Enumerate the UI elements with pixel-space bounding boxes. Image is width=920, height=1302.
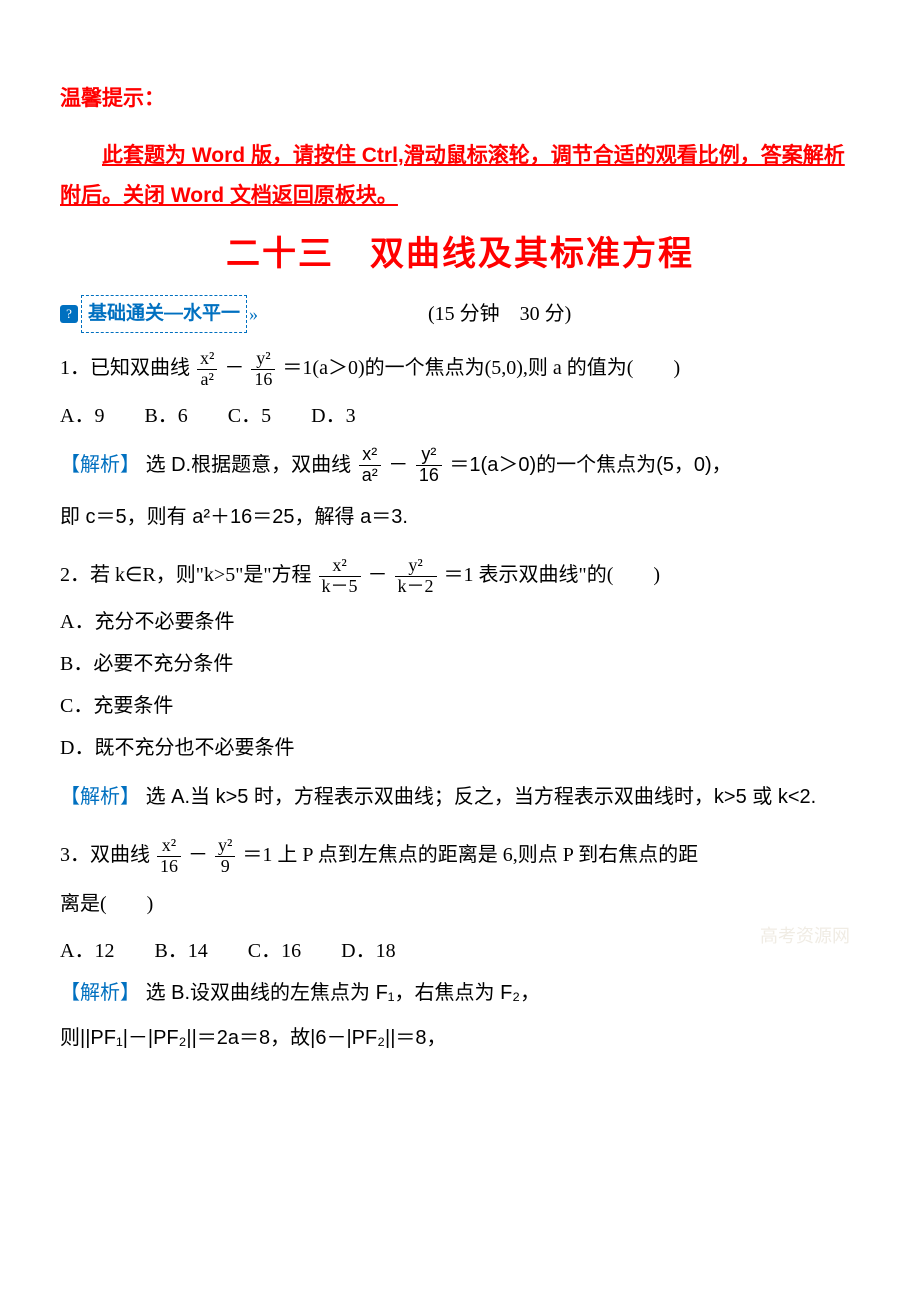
q1-analysis: 【解析】 选 D.根据题意，双曲线 x² a² － y² 16 ＝1(a＞0)的… xyxy=(60,442,860,488)
question-1: 1．已知双曲线 x² a² － y² 16 ＝1(a＞0)的一个焦点为(5,0)… xyxy=(60,347,860,390)
q1-analysis-mid: ＝1(a＞0)的一个焦点为(5，0)， xyxy=(449,454,731,476)
q3-analysis-body1: 选 B.设双曲线的左焦点为 F₁，右焦点为 F₂， xyxy=(146,982,541,1004)
chevron-icon: » xyxy=(249,298,258,330)
analysis-label: 【解析】 xyxy=(60,982,140,1004)
minus-sign: － xyxy=(224,357,244,379)
badge-question-icon: ? xyxy=(60,305,78,323)
frac-num: x² xyxy=(197,349,217,370)
q1-analysis-line2: 即 c＝5，则有 a²＋16＝25，解得 a＝3. xyxy=(60,494,860,540)
q3-analysis-line1: 【解析】 选 B.设双曲线的左焦点为 F₁，右焦点为 F₂， xyxy=(60,977,860,1009)
frac-num: y² xyxy=(395,556,437,577)
q1-frac1: x² a² xyxy=(197,349,217,390)
q1-stem-post: ＝1(a＞0)的一个焦点为(5,0),则 a 的值为( ) xyxy=(282,357,680,379)
q3-frac2: y² 9 xyxy=(215,836,235,877)
frac-den: k－5 xyxy=(319,577,361,597)
frac-den: a² xyxy=(359,466,381,486)
q1-stem-pre: 1．已知双曲线 xyxy=(60,357,190,379)
question-3: 3．双曲线 x² 16 － y² 9 ＝1 上 P 点到左焦点的距离是 6,则点… xyxy=(60,834,860,877)
q3-stem-mid: ＝1 上 P 点到左焦点的距离是 6,则点 P 到右焦点的距 xyxy=(242,844,698,866)
q1-options: A．9 B．6 C．5 D．3 xyxy=(60,396,860,436)
q2-frac1: x² k－5 xyxy=(319,556,361,597)
analysis-label: 【解析】 xyxy=(60,786,140,808)
minus-sign: － xyxy=(188,844,208,866)
frac-den: 16 xyxy=(251,370,275,390)
section-badge: 基础通关—水平一 xyxy=(81,295,247,333)
q3-options: A．12 B．14 C．16 D．18 xyxy=(60,931,860,971)
analysis-label: 【解析】 xyxy=(60,454,140,476)
frac-num: y² xyxy=(251,349,275,370)
q2-optB: B．必要不充分条件 xyxy=(60,644,860,684)
frac-den: 9 xyxy=(215,857,235,877)
q2-optA: A．充分不必要条件 xyxy=(60,602,860,642)
q2-analysis: 【解析】 选 A.当 k>5 时，方程表示双曲线；反之，当方程表示双曲线时，k>… xyxy=(60,774,860,820)
frac-den: 16 xyxy=(157,857,181,877)
q2-frac2: y² k－2 xyxy=(395,556,437,597)
q2-optC: C．充要条件 xyxy=(60,686,860,726)
minus-sign: － xyxy=(388,454,408,476)
tip-title: 温馨提示： xyxy=(60,80,860,118)
q3-analysis-line2: 则||PF₁|－|PF₂||＝2a＝8，故|6－|PF₂||＝8， xyxy=(60,1015,860,1061)
frac-num: y² xyxy=(416,445,442,466)
frac-den: k－2 xyxy=(395,577,437,597)
frac-num: x² xyxy=(319,556,361,577)
frac-den: a² xyxy=(197,370,217,390)
section-header: ? 基础通关—水平一 » (15 分钟 30 分) xyxy=(60,295,860,333)
frac-num: x² xyxy=(359,445,381,466)
section-timing: (15 分钟 30 分) xyxy=(428,296,571,332)
q1a-frac2: y² 16 xyxy=(416,445,442,486)
q1a-frac1: x² a² xyxy=(359,445,381,486)
tip-body: 此套题为 Word 版，请按住 Ctrl,滑动鼠标滚轮，调节合适的观看比例，答案… xyxy=(60,136,860,216)
frac-den: 16 xyxy=(416,466,442,486)
frac-num: y² xyxy=(215,836,235,857)
q2-optD: D．既不充分也不必要条件 xyxy=(60,728,860,768)
q3-stem-pre: 3．双曲线 xyxy=(60,844,150,866)
q2-stem-pre: 2．若 k∈R，则"k>5"是"方程 xyxy=(60,564,312,586)
main-title: 二十三 双曲线及其标准方程 xyxy=(60,224,860,285)
minus-sign: － xyxy=(368,564,388,586)
frac-num: x² xyxy=(157,836,181,857)
question-2: 2．若 k∈R，则"k>5"是"方程 x² k－5 － y² k－2 ＝1 表示… xyxy=(60,554,860,597)
q2-analysis-body: 选 A.当 k>5 时，方程表示双曲线；反之，当方程表示双曲线时，k>5 或 k… xyxy=(146,786,817,808)
q3-stem-line2: 离是( ) xyxy=(60,883,860,925)
q2-stem-post: ＝1 表示双曲线"的( ) xyxy=(444,564,660,586)
q1-frac2: y² 16 xyxy=(251,349,275,390)
q1-analysis-pre: 选 D.根据题意，双曲线 xyxy=(146,454,352,476)
q3-frac1: x² 16 xyxy=(157,836,181,877)
